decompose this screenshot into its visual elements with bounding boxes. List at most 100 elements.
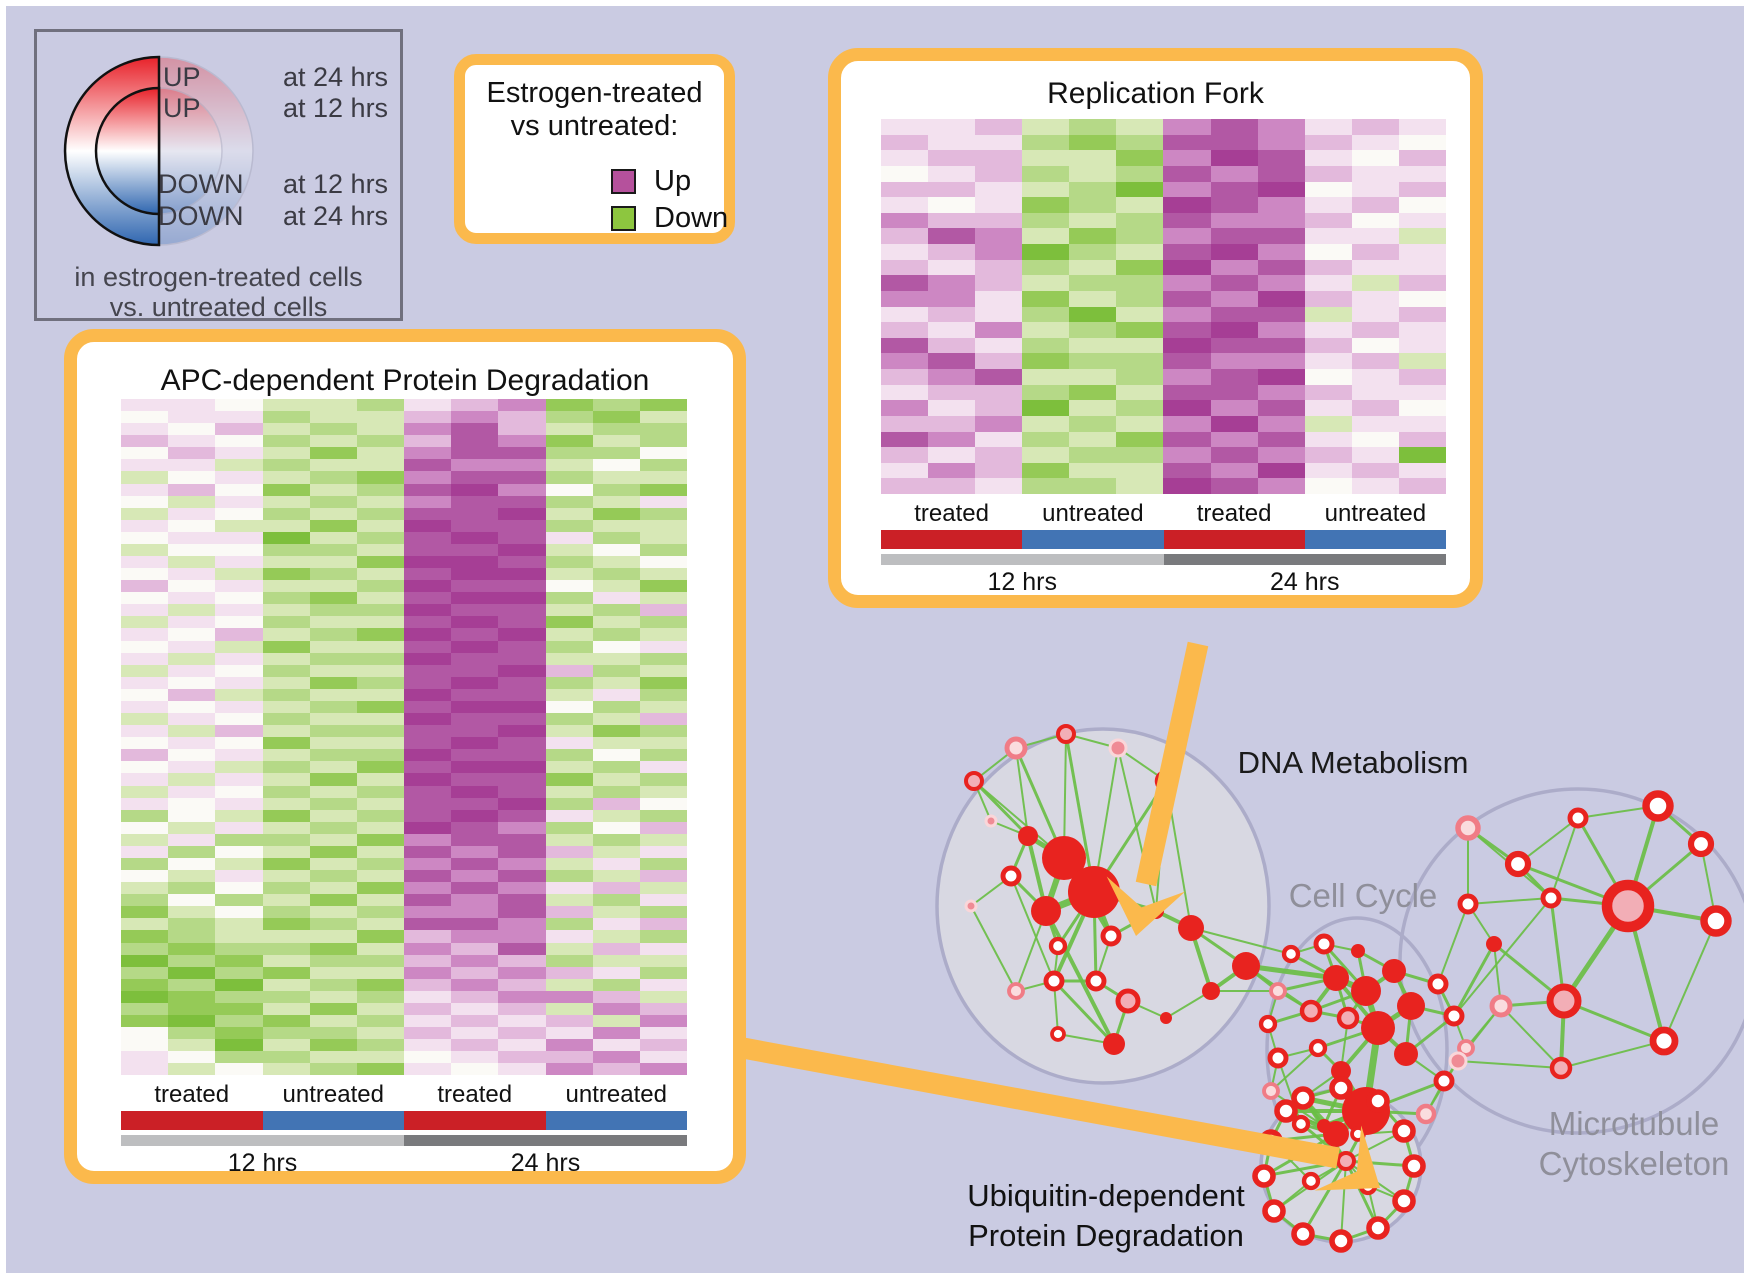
network-edge (970, 905, 1017, 992)
down-label: Down (654, 202, 729, 234)
heatmap-cell (1022, 212, 1070, 229)
heatmap-cell (451, 930, 499, 943)
heatmap-cell (498, 857, 546, 871)
heatmap-cell (928, 275, 976, 291)
heatmap-cell (121, 519, 169, 532)
heatmap-cell (356, 435, 405, 448)
heatmap-row (121, 399, 688, 412)
heatmap-cell (545, 725, 593, 738)
heatmap-row (121, 785, 688, 798)
cluster-label-cell-cycle: Cell Cycle (1288, 877, 1438, 914)
heatmap-cell (168, 664, 216, 677)
heatmap-cell (1069, 119, 1117, 135)
heatmap-cell (262, 459, 310, 472)
heatmap-cell (1257, 431, 1305, 448)
network-node (1433, 1070, 1455, 1092)
heatmap-cell (262, 592, 310, 605)
network-node (1262, 1082, 1280, 1100)
group-label-treated-24: treated (1196, 500, 1272, 527)
heatmap-cell (881, 290, 929, 307)
color-key-item-up: Up (611, 165, 691, 198)
heatmap-cell (498, 797, 546, 810)
heatmap-cell (498, 870, 546, 883)
network-node (1336, 1151, 1356, 1171)
heatmap-cell (1069, 369, 1117, 385)
heatmap-cell (1069, 150, 1117, 166)
heatmap-cell (1257, 384, 1305, 401)
heatmap-cell (928, 181, 976, 198)
heatmap-cell (451, 1039, 499, 1052)
group-label-treated-12: treated (914, 500, 989, 527)
heatmap-cell (639, 990, 688, 1003)
heatmap-cell (498, 616, 546, 629)
heatmap-row (121, 580, 688, 593)
heatmap-cell (404, 954, 452, 967)
label-12hrs: 12 hrs (227, 1149, 298, 1177)
heatmap-cell (356, 821, 405, 834)
heatmap-row (121, 604, 688, 617)
heatmap-cell (1351, 134, 1399, 151)
legend-up-12-time: at 12 hrs (283, 93, 389, 123)
heatmap-cell (592, 495, 640, 508)
heatmap-cell (639, 604, 688, 617)
network-node (1056, 724, 1076, 744)
heatmap-cell (975, 337, 1023, 354)
heatmap-cell (498, 833, 546, 846)
heatmap-cell (1210, 400, 1258, 416)
heatmap-cell (545, 556, 593, 569)
heatmap-cell (975, 212, 1023, 229)
network-edge (1044, 910, 1116, 1045)
heatmap-row (881, 337, 1446, 354)
heatmap-cell (498, 1014, 546, 1028)
heatmap-cell (309, 894, 357, 907)
heatmap-cell (168, 870, 216, 883)
network-edge (1344, 1160, 1380, 1229)
network-edge (1270, 1047, 1319, 1092)
heatmap-cell (639, 459, 688, 472)
heatmap-cell (309, 870, 357, 883)
heatmap-cell (215, 664, 263, 677)
heatmap-cell (168, 471, 216, 484)
heatmap-cell (545, 447, 593, 460)
heatmap-cell (121, 737, 169, 750)
heatmap-cell (168, 1039, 216, 1052)
heatmap-cell (928, 369, 976, 385)
heatmap-cell (451, 640, 499, 653)
heatmap-cell (498, 592, 546, 605)
heatmap-cell (262, 966, 310, 979)
heatmap-cell (215, 616, 263, 629)
heatmap-cell (309, 604, 357, 617)
heatmap-cell (168, 713, 216, 726)
network-node (1489, 994, 1513, 1018)
heatmap-row (121, 833, 688, 846)
heatmap-cell (928, 259, 976, 276)
network-node (1274, 1099, 1298, 1123)
heatmap-cell (498, 990, 546, 1003)
heatmap-cell (881, 197, 929, 213)
heatmap-row (121, 1051, 688, 1064)
heatmap-cell (1304, 134, 1352, 151)
heatmap-cell (545, 1063, 593, 1076)
heatmap-cell (356, 1063, 405, 1076)
heatmap-cell (639, 942, 688, 955)
heatmap-row (121, 737, 688, 750)
heatmap-cell (1257, 337, 1305, 354)
heatmap-cell (451, 531, 499, 544)
heatmap-row (121, 906, 688, 919)
heatmap-cell (121, 483, 169, 496)
network-node (1331, 1061, 1351, 1081)
heatmap-cell (168, 966, 216, 979)
heatmap-cell (592, 1039, 640, 1052)
heatmap-cell (498, 882, 546, 895)
network-edge (1452, 943, 1496, 1017)
heatmap-cell (451, 447, 499, 460)
heatmap-cell (168, 556, 216, 569)
heatmap-cell (1398, 353, 1446, 369)
heatmap-cell (545, 471, 593, 484)
heatmap-cell (121, 857, 169, 871)
heatmap-cell (545, 399, 593, 412)
heatmap-cell (215, 942, 263, 955)
heatmap-cell (975, 150, 1023, 166)
heatmap-cell (1022, 228, 1070, 244)
heatmap-cell (215, 700, 263, 714)
